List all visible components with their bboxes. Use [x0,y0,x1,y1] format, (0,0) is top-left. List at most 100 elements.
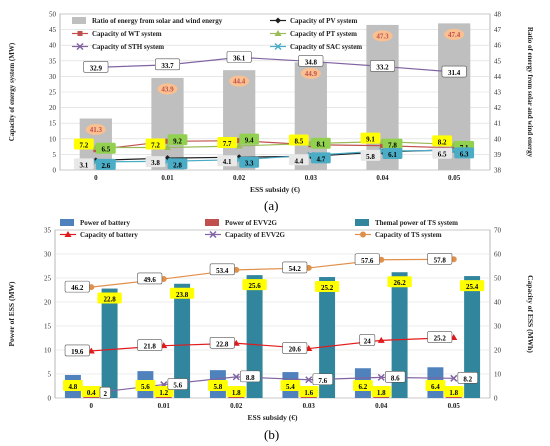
series-point [380,143,385,149]
series-point [450,374,458,382]
x-tick-label: 0.05 [448,174,461,182]
y2-tick-label: 20 [494,347,502,355]
series-value-label-bg [288,134,309,146]
y-tick-label: 25 [44,275,52,283]
y-tick-label: 30 [44,251,52,259]
series-value-label-bg [288,154,309,166]
series-value-label-bg [240,370,261,383]
bar-value-label: 44.9 [305,70,318,78]
bar-value-label: 25.4 [466,283,479,291]
bar-value-label: 1.8 [449,389,458,397]
series-value-label: 8.6 [391,374,400,382]
bar-value-label-bg [63,380,83,391]
chart-b: 0 5 10 15 20 25 30 35 0 10 20 30 40 50 60 70 0 0.01 0.02 0.… [7,219,535,422]
bar-value-label: 4.8 [69,383,78,391]
series-value-label-bg [64,344,90,357]
series-point [305,264,312,271]
bar-value-label-bg [81,386,102,397]
y-axis-title: Power of ESS (MW) [7,281,16,347]
series-value-label: 3.3 [245,160,254,168]
bar-themal-power-of-ts-system [319,277,336,398]
bar-value-label-bg [169,287,195,299]
y2-tick-label: 70 [494,227,502,235]
y2-tick-label: 41 [494,120,502,128]
y-tick-label: 30 [49,73,57,81]
y-tick-label: 45 [49,26,57,34]
bar-value-label: 47.4 [448,31,461,39]
series-value-label: 49.6 [144,276,157,284]
series-value-label-bg [217,136,238,148]
bar-value-label: 6.4 [431,383,440,391]
bar-value-label-bg [300,67,321,79]
series-value-label-bg [282,261,308,274]
bar-value-label: 41.3 [90,126,103,134]
series-value-label: 2.6 [101,162,110,170]
y2-tick-label: 48 [494,11,502,19]
x-tick-label: 0.02 [233,174,246,182]
series-value-label: 8.2 [463,375,472,383]
chart-a: 0 5 10 15 20 25 30 35 40 45 50 38 39 40 41 42 43 44 45 46 47… [8,11,534,195]
series-value-label: 19.6 [71,348,84,356]
series-value-label: 34.8 [305,58,318,66]
legend-label: Capacity of TS system [375,231,442,239]
bar-value-label: 23.8 [176,291,189,299]
bar-themal-power-of-ts-system [174,283,191,398]
series-value-label-bg [432,147,453,159]
series-point [305,376,313,384]
series-value-label: 2 [104,390,108,398]
series-value-label: 8.2 [438,138,447,146]
y-tick-label: 15 [44,323,52,331]
bar-value-label: 1.2 [159,389,168,397]
bar-value-label-bg [229,75,250,87]
series-value-label: 33.7 [161,62,174,70]
series-value-label: 57.6 [361,257,374,265]
series-value-label-bg [167,158,188,170]
x-axis-title: ESS subsidy (€) [247,413,298,422]
series-value-label: 8.1 [316,141,325,149]
series-value-label: 8.8 [246,374,255,382]
series-value-label: 8.5 [294,137,303,145]
series-value-label-bg [385,371,406,383]
y-tick-label: 25 [49,89,57,97]
y-tick-label: 5 [48,371,52,379]
legend-label: Power of EVV2G [225,219,278,227]
series-value-label-bg [360,149,381,161]
series-value-label-bg [432,135,453,147]
series-value-label-bg [282,342,308,354]
x-tick-label: 0.04 [376,174,389,182]
series-value-label-bg [145,156,166,168]
series-value-label-bg [64,280,90,293]
bar-value-label-bg [208,380,228,391]
series-value-label-bg [226,51,252,63]
bar-value-label-bg [372,30,393,42]
bar-value-label: 1.8 [377,389,386,397]
series-value-label: 4.7 [316,155,325,163]
y-tick-label: 35 [49,57,57,65]
y2-tick-label: 44 [494,73,502,81]
y2-tick-label: 39 [494,151,502,159]
series-value-label: 57.8 [434,256,447,264]
bar [294,62,327,170]
series-value-label-bg [95,142,116,154]
series-line-capacity-of-sth-system [95,56,455,73]
legend-label: Capacity of PV system [290,17,358,25]
bar-value-label-bg [371,386,392,397]
legend-swatch [60,219,74,226]
y-tick-label: 20 [49,104,57,112]
y2-tick-label: 42 [494,104,502,112]
y2-tick-label: 0 [494,395,498,403]
panel-label-b: (b) [264,427,280,442]
bar [223,70,256,170]
x-tick-label: 0.02 [230,402,243,410]
y-axis-title: Capacity of energy system (MW) [8,42,16,141]
series-value-label: 3.1 [79,161,88,169]
bar-value-label: 43.9 [161,85,174,93]
series-value-label: 4.4 [294,157,303,165]
y-tick-label: 5 [53,151,57,159]
y-tick-label: 0 [48,395,52,403]
legend-label: Capacity of SAC system [290,43,362,51]
bar-value-label-bg [157,83,178,95]
series-value-label: 6.5 [438,151,447,159]
series-value-label-bg [145,138,166,150]
series-value-label: 31.4 [448,69,461,77]
